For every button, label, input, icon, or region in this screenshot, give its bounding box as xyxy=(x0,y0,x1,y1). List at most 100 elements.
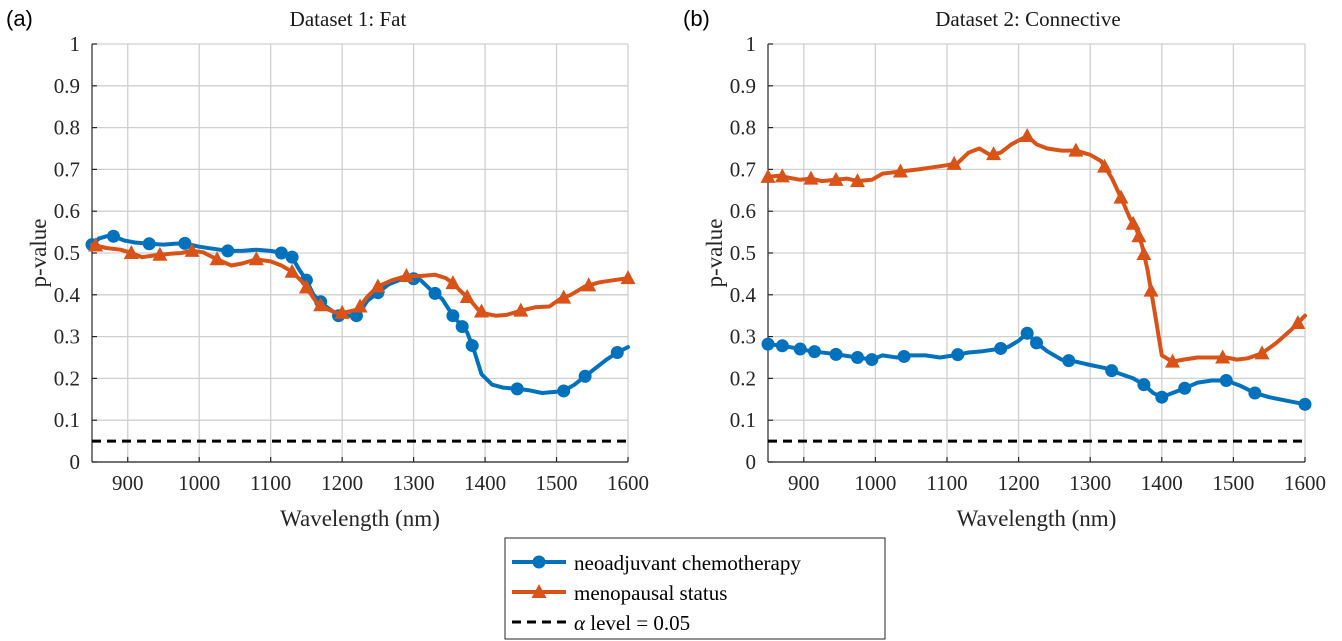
data-point-triangle xyxy=(1143,282,1159,297)
legend-marker-triangle xyxy=(531,584,547,598)
x-tick-label: 900 xyxy=(788,471,820,495)
data-point-circle xyxy=(1248,386,1262,400)
x-tick-label: 1000 xyxy=(854,471,896,495)
data-point-triangle xyxy=(352,298,368,313)
data-point-circle xyxy=(897,349,911,363)
data-point-circle xyxy=(865,353,879,367)
data-point-circle xyxy=(793,342,807,356)
y-tick-label: 0.6 xyxy=(54,199,80,223)
data-point-triangle xyxy=(334,304,350,319)
data-point-circle xyxy=(1030,336,1043,350)
data-point-triangle xyxy=(1113,189,1129,204)
chart-title: Dataset 1: Fat xyxy=(290,7,407,31)
data-point-circle xyxy=(829,347,843,361)
y-axis-label: p-value xyxy=(26,219,51,288)
y-tick-label: 0 xyxy=(70,450,81,474)
y-tick-label: 0.5 xyxy=(54,241,80,265)
data-point-circle xyxy=(1155,390,1169,404)
data-point-circle xyxy=(1178,381,1192,395)
data-point-triangle xyxy=(513,302,529,317)
data-point-circle xyxy=(557,384,571,398)
data-point-triangle xyxy=(1215,349,1231,364)
panel-b: 900 1000 1100 1200 1300 1400 1500 1600 0 0.1 0.2 0.… xyxy=(683,6,1326,531)
y-tick-label: 0.1 xyxy=(730,408,756,432)
x-axis-label: Wavelength (nm) xyxy=(957,506,1117,531)
data-point-circle xyxy=(1298,397,1312,411)
y-tick-label: 0.2 xyxy=(54,366,80,390)
x-tick-label: 1400 xyxy=(1141,471,1183,495)
data-point-circle xyxy=(446,309,460,323)
data-point-triangle xyxy=(850,173,865,188)
chart-title: Dataset 2: Connective xyxy=(935,7,1120,31)
x-tick-label: 1500 xyxy=(1212,471,1254,495)
legend-item-neoadjuvant: neoadjuvant chemotherapy xyxy=(512,551,801,575)
x-axis-label: Wavelength (nm) xyxy=(280,506,440,531)
y-tick-label: 0.8 xyxy=(54,116,80,140)
data-point-circle xyxy=(455,320,469,334)
data-point-circle xyxy=(221,244,235,258)
y-tick-label: 0.3 xyxy=(54,325,80,349)
data-point-triangle xyxy=(398,267,414,282)
x-tick-label: 1000 xyxy=(178,471,220,495)
data-point-circle xyxy=(510,382,524,396)
x-tick-label: 1200 xyxy=(321,471,363,495)
data-point-triangle xyxy=(1097,158,1113,173)
data-point-circle xyxy=(106,229,120,243)
data-point-circle xyxy=(994,341,1008,355)
legend-alpha-symbol: α xyxy=(574,611,586,635)
data-point-triangle xyxy=(986,146,1002,161)
y-tick-label: 0.6 xyxy=(730,199,756,223)
data-point-triangle xyxy=(184,242,200,257)
legend-box xyxy=(504,537,886,640)
y-tick-label: 0 xyxy=(746,450,757,474)
x-tick-label: 1100 xyxy=(926,471,967,495)
data-point-triangle xyxy=(298,279,314,294)
data-point-triangle xyxy=(774,168,790,183)
data-point-triangle xyxy=(1131,228,1147,243)
legend-item-alpha: α level = 0.05 xyxy=(512,611,690,635)
data-point-triangle xyxy=(946,155,962,170)
data-point-triangle xyxy=(209,251,225,266)
data-point-triangle xyxy=(556,289,572,304)
data-point-triangle xyxy=(473,303,489,318)
x-tick-label: 1400 xyxy=(464,471,506,495)
data-point-circle xyxy=(428,286,442,300)
x-tick-label: 1300 xyxy=(1069,471,1111,495)
data-point-circle xyxy=(1105,364,1119,378)
data-point-triangle xyxy=(1019,127,1035,142)
y-tick-label: 0.2 xyxy=(730,366,756,390)
legend-marker-circle xyxy=(532,555,546,569)
data-point-circle xyxy=(610,345,624,359)
data-point-circle xyxy=(465,339,479,353)
y-tick-label: 0.8 xyxy=(730,116,756,140)
y-tick-label: 1 xyxy=(70,32,81,56)
data-point-triangle xyxy=(445,275,461,290)
data-point-circle xyxy=(951,348,965,362)
data-point-triangle xyxy=(1165,353,1181,368)
legend-label: menopausal status xyxy=(574,581,727,605)
neoadjuvant-series-line xyxy=(90,234,630,395)
data-point-triangle xyxy=(284,263,300,278)
data-point-triangle xyxy=(1068,142,1084,157)
data-point-circle xyxy=(274,246,288,260)
data-point-triangle xyxy=(370,278,386,293)
data-point-circle xyxy=(1137,378,1151,392)
x-tick-label: 1100 xyxy=(250,471,291,495)
panel-label: (b) xyxy=(683,6,710,31)
x-tick-label: 1600 xyxy=(607,471,649,495)
y-tick-label: 0.4 xyxy=(730,283,757,307)
data-point-triangle xyxy=(1136,246,1152,261)
legend-item-menopausal: menopausal status xyxy=(512,581,727,605)
data-point-triangle xyxy=(828,171,844,186)
data-point-triangle xyxy=(1290,315,1306,330)
y-tick-label: 0.7 xyxy=(54,157,80,181)
y-tick-label: 0.9 xyxy=(54,74,80,98)
x-tick-label: 1200 xyxy=(998,471,1040,495)
data-point-circle xyxy=(851,351,864,364)
y-tick-label: 0.3 xyxy=(730,325,756,349)
x-tick-label: 1500 xyxy=(536,471,578,495)
panel-a: 900 1000 1100 1200 1300 1400 1500 1600 0 0.1 0.2 0.… xyxy=(6,6,649,531)
data-point-triangle xyxy=(123,245,139,259)
data-point-triangle xyxy=(892,163,908,178)
